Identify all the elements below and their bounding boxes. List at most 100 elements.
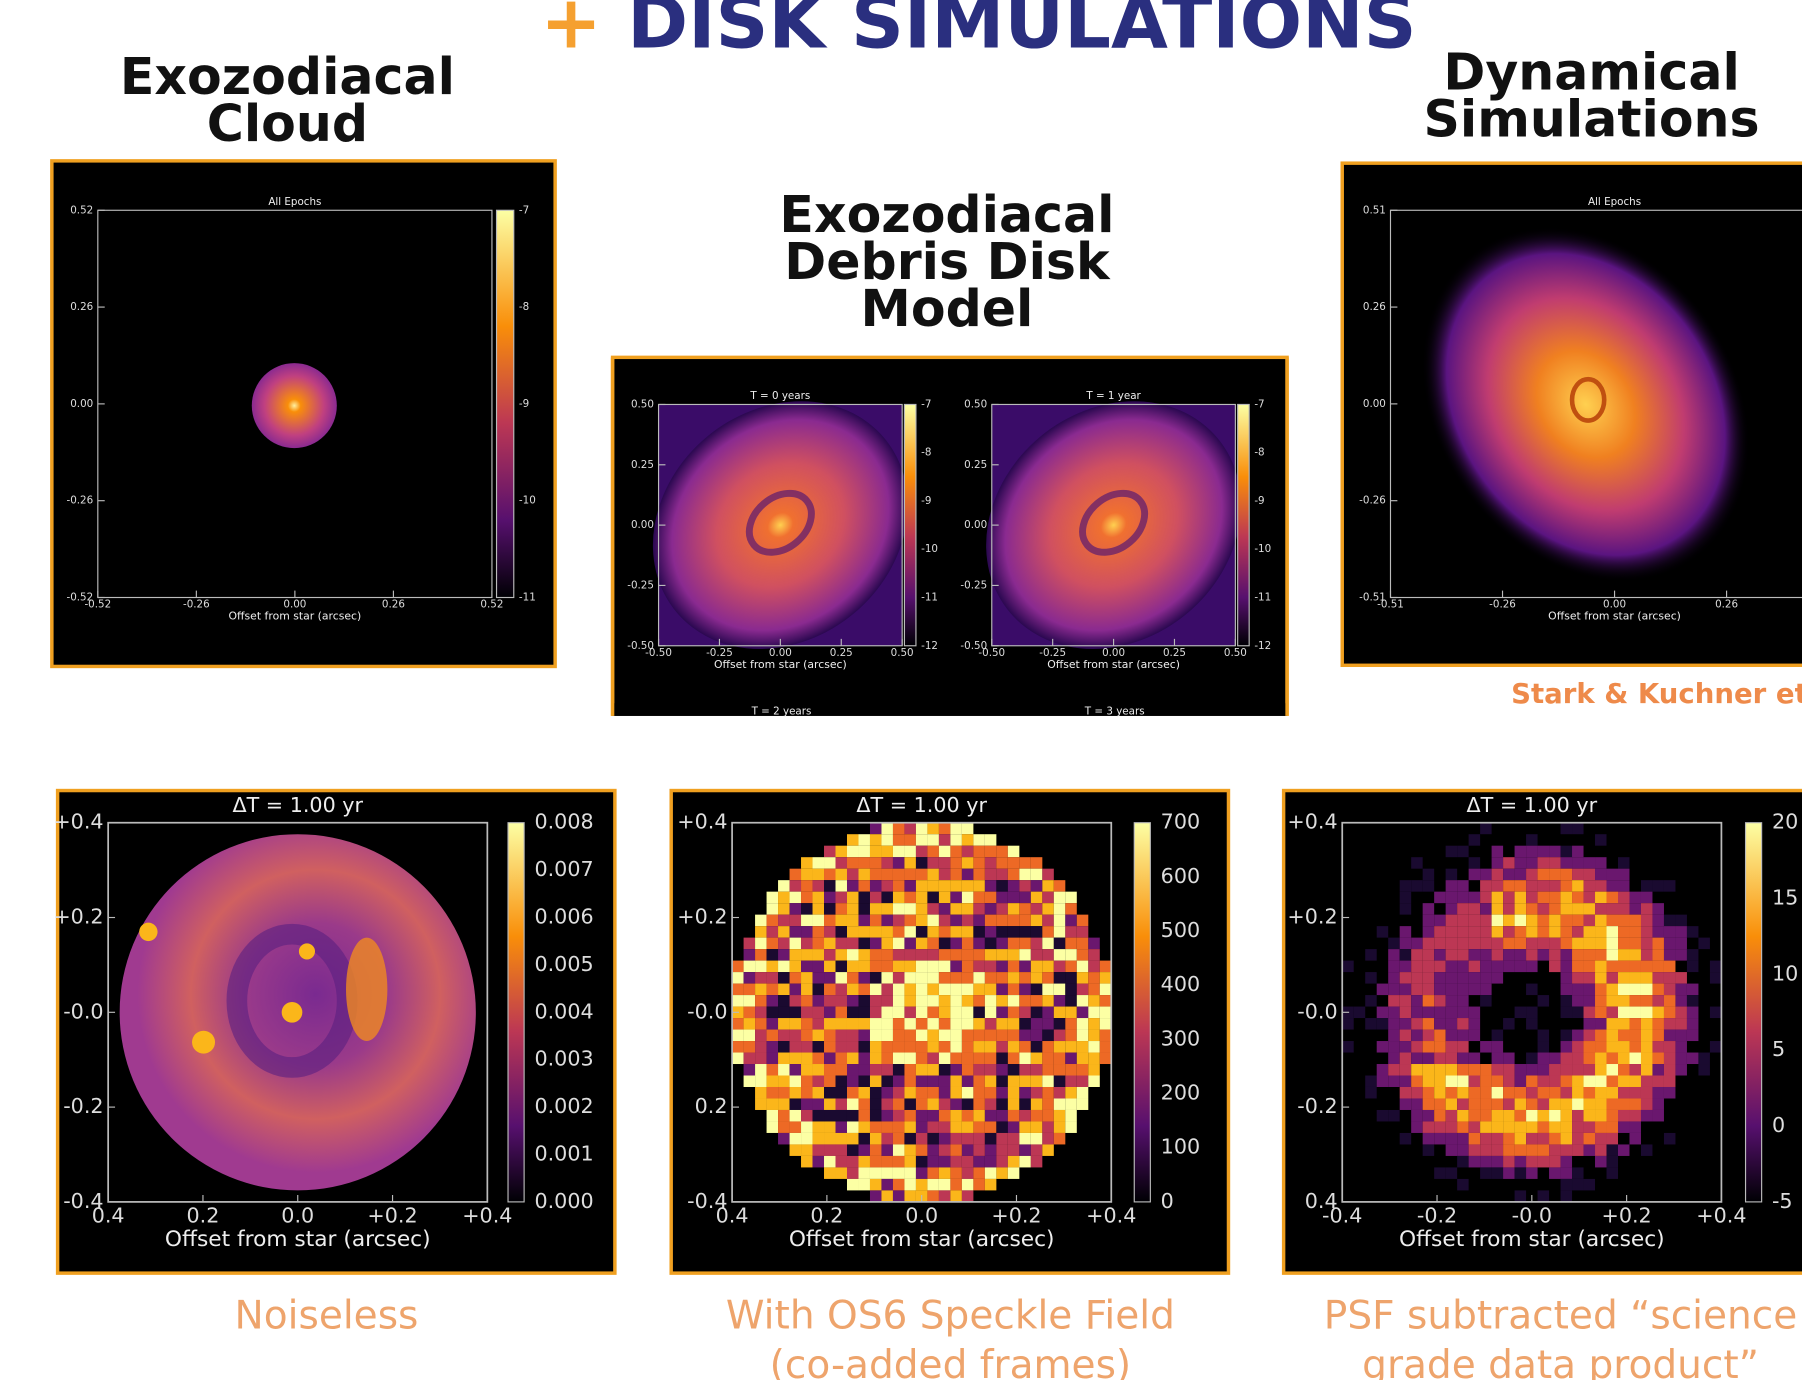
pixel: [835, 960, 847, 973]
pixel: [1065, 1075, 1077, 1087]
pixel: [766, 1109, 779, 1122]
pixel: [1099, 972, 1112, 984]
pixel: [858, 960, 870, 973]
pixel: [1675, 949, 1687, 961]
pixel: [961, 1018, 974, 1030]
pixel: [1595, 983, 1607, 996]
x-tick-label: 0.50: [1224, 647, 1247, 659]
pixel: [1652, 995, 1664, 1007]
pixel: [1572, 937, 1584, 950]
pixel: [984, 1052, 997, 1065]
pixel: [938, 891, 951, 904]
pixel: [973, 903, 985, 915]
pixel: [755, 1006, 767, 1019]
pixel: [881, 1041, 893, 1053]
pixel: [1468, 1155, 1481, 1168]
pixel: [1422, 1041, 1435, 1053]
colorbar-label: 0.003: [534, 1047, 593, 1071]
x-tick-label: -0.51: [1377, 599, 1404, 611]
pixel: [824, 1052, 836, 1065]
pixel: [801, 1006, 813, 1019]
caption: Noiseless: [235, 1293, 419, 1338]
pixel: [1457, 1144, 1469, 1156]
slide-title: + DISK SIMULATIONS: [540, 0, 1416, 66]
pixel: [1076, 949, 1089, 961]
pixel: [996, 880, 1008, 892]
pixel: [1640, 1064, 1653, 1076]
pixel: [881, 972, 893, 984]
pixel: [1537, 1098, 1550, 1110]
pixel: [801, 1086, 813, 1099]
pixel: [915, 1178, 928, 1191]
pixel: [755, 926, 767, 938]
x-tick-label: 0.50: [891, 647, 914, 659]
clump: [192, 1030, 216, 1054]
pixel: [881, 960, 893, 973]
y-tick-label: 0.50: [631, 398, 654, 410]
pixel: [961, 972, 974, 984]
pixel: [1468, 1006, 1481, 1019]
pixel: [778, 960, 790, 973]
pixel: [1675, 937, 1687, 950]
pixel: [1572, 1029, 1584, 1042]
pixel: [789, 983, 802, 996]
pixel: [824, 845, 836, 858]
pixel: [1030, 972, 1043, 984]
pixel: [1595, 1109, 1607, 1122]
pixel: [824, 914, 836, 927]
pixel: [961, 845, 974, 858]
pixel: [835, 1144, 847, 1156]
pixel: [1583, 1109, 1596, 1122]
pixel: [984, 1144, 997, 1156]
pixel: [1399, 937, 1412, 950]
pixel: [1652, 1052, 1664, 1065]
pixel: [1652, 937, 1664, 950]
pixel: [1445, 1018, 1458, 1030]
pixel: [1491, 1064, 1504, 1076]
pixel: [1457, 960, 1469, 973]
pixel: [1572, 903, 1584, 915]
pixel: [1053, 1075, 1066, 1087]
pixel: [801, 1121, 813, 1133]
pixel: [1618, 949, 1630, 961]
pixel: [973, 845, 985, 858]
pixel: [1526, 1052, 1538, 1065]
colorbar-label: -7: [1254, 398, 1264, 410]
pixel: [1526, 1075, 1538, 1087]
pixel: [1388, 1075, 1400, 1087]
pixel: [778, 1041, 790, 1053]
pixel: [915, 1109, 928, 1122]
section-label: Simulations: [1424, 89, 1760, 148]
pixel: [950, 1109, 962, 1122]
x-tick-label: 0.00: [1102, 647, 1125, 659]
pixel: [1019, 972, 1031, 984]
pixel: [1365, 995, 1377, 1007]
pixel: [1007, 1029, 1020, 1042]
pixel: [1629, 1006, 1641, 1019]
pixel: [1526, 903, 1538, 915]
disk: [986, 401, 1242, 649]
x-tick-label: 0.25: [830, 647, 853, 659]
pixel: [1007, 1167, 1020, 1179]
pixel: [1042, 1109, 1054, 1122]
pixel: [973, 960, 985, 973]
pixel: [1468, 1132, 1481, 1145]
pixel: [973, 1098, 985, 1110]
y-tick-label: 0.26: [70, 301, 93, 313]
y-tick-label: -0.0: [1297, 999, 1337, 1023]
pixel: [1640, 960, 1653, 973]
pixel: [1503, 891, 1515, 904]
pixel: [1457, 1052, 1469, 1065]
x-tick-label: 0.00: [283, 599, 306, 611]
pixel: [1537, 995, 1550, 1007]
x-axis-label: Offset from star (arcsec): [165, 1227, 431, 1252]
pixel: [1537, 937, 1550, 950]
pixel: [1042, 1132, 1054, 1145]
section-label: Model: [861, 279, 1034, 338]
pixel: [1457, 1132, 1469, 1145]
pixel: [1652, 1098, 1664, 1110]
pixel: [824, 903, 836, 915]
pixel: [755, 983, 767, 996]
y-tick-label: -0.2: [1297, 1094, 1337, 1118]
pixel: [1537, 1132, 1550, 1145]
